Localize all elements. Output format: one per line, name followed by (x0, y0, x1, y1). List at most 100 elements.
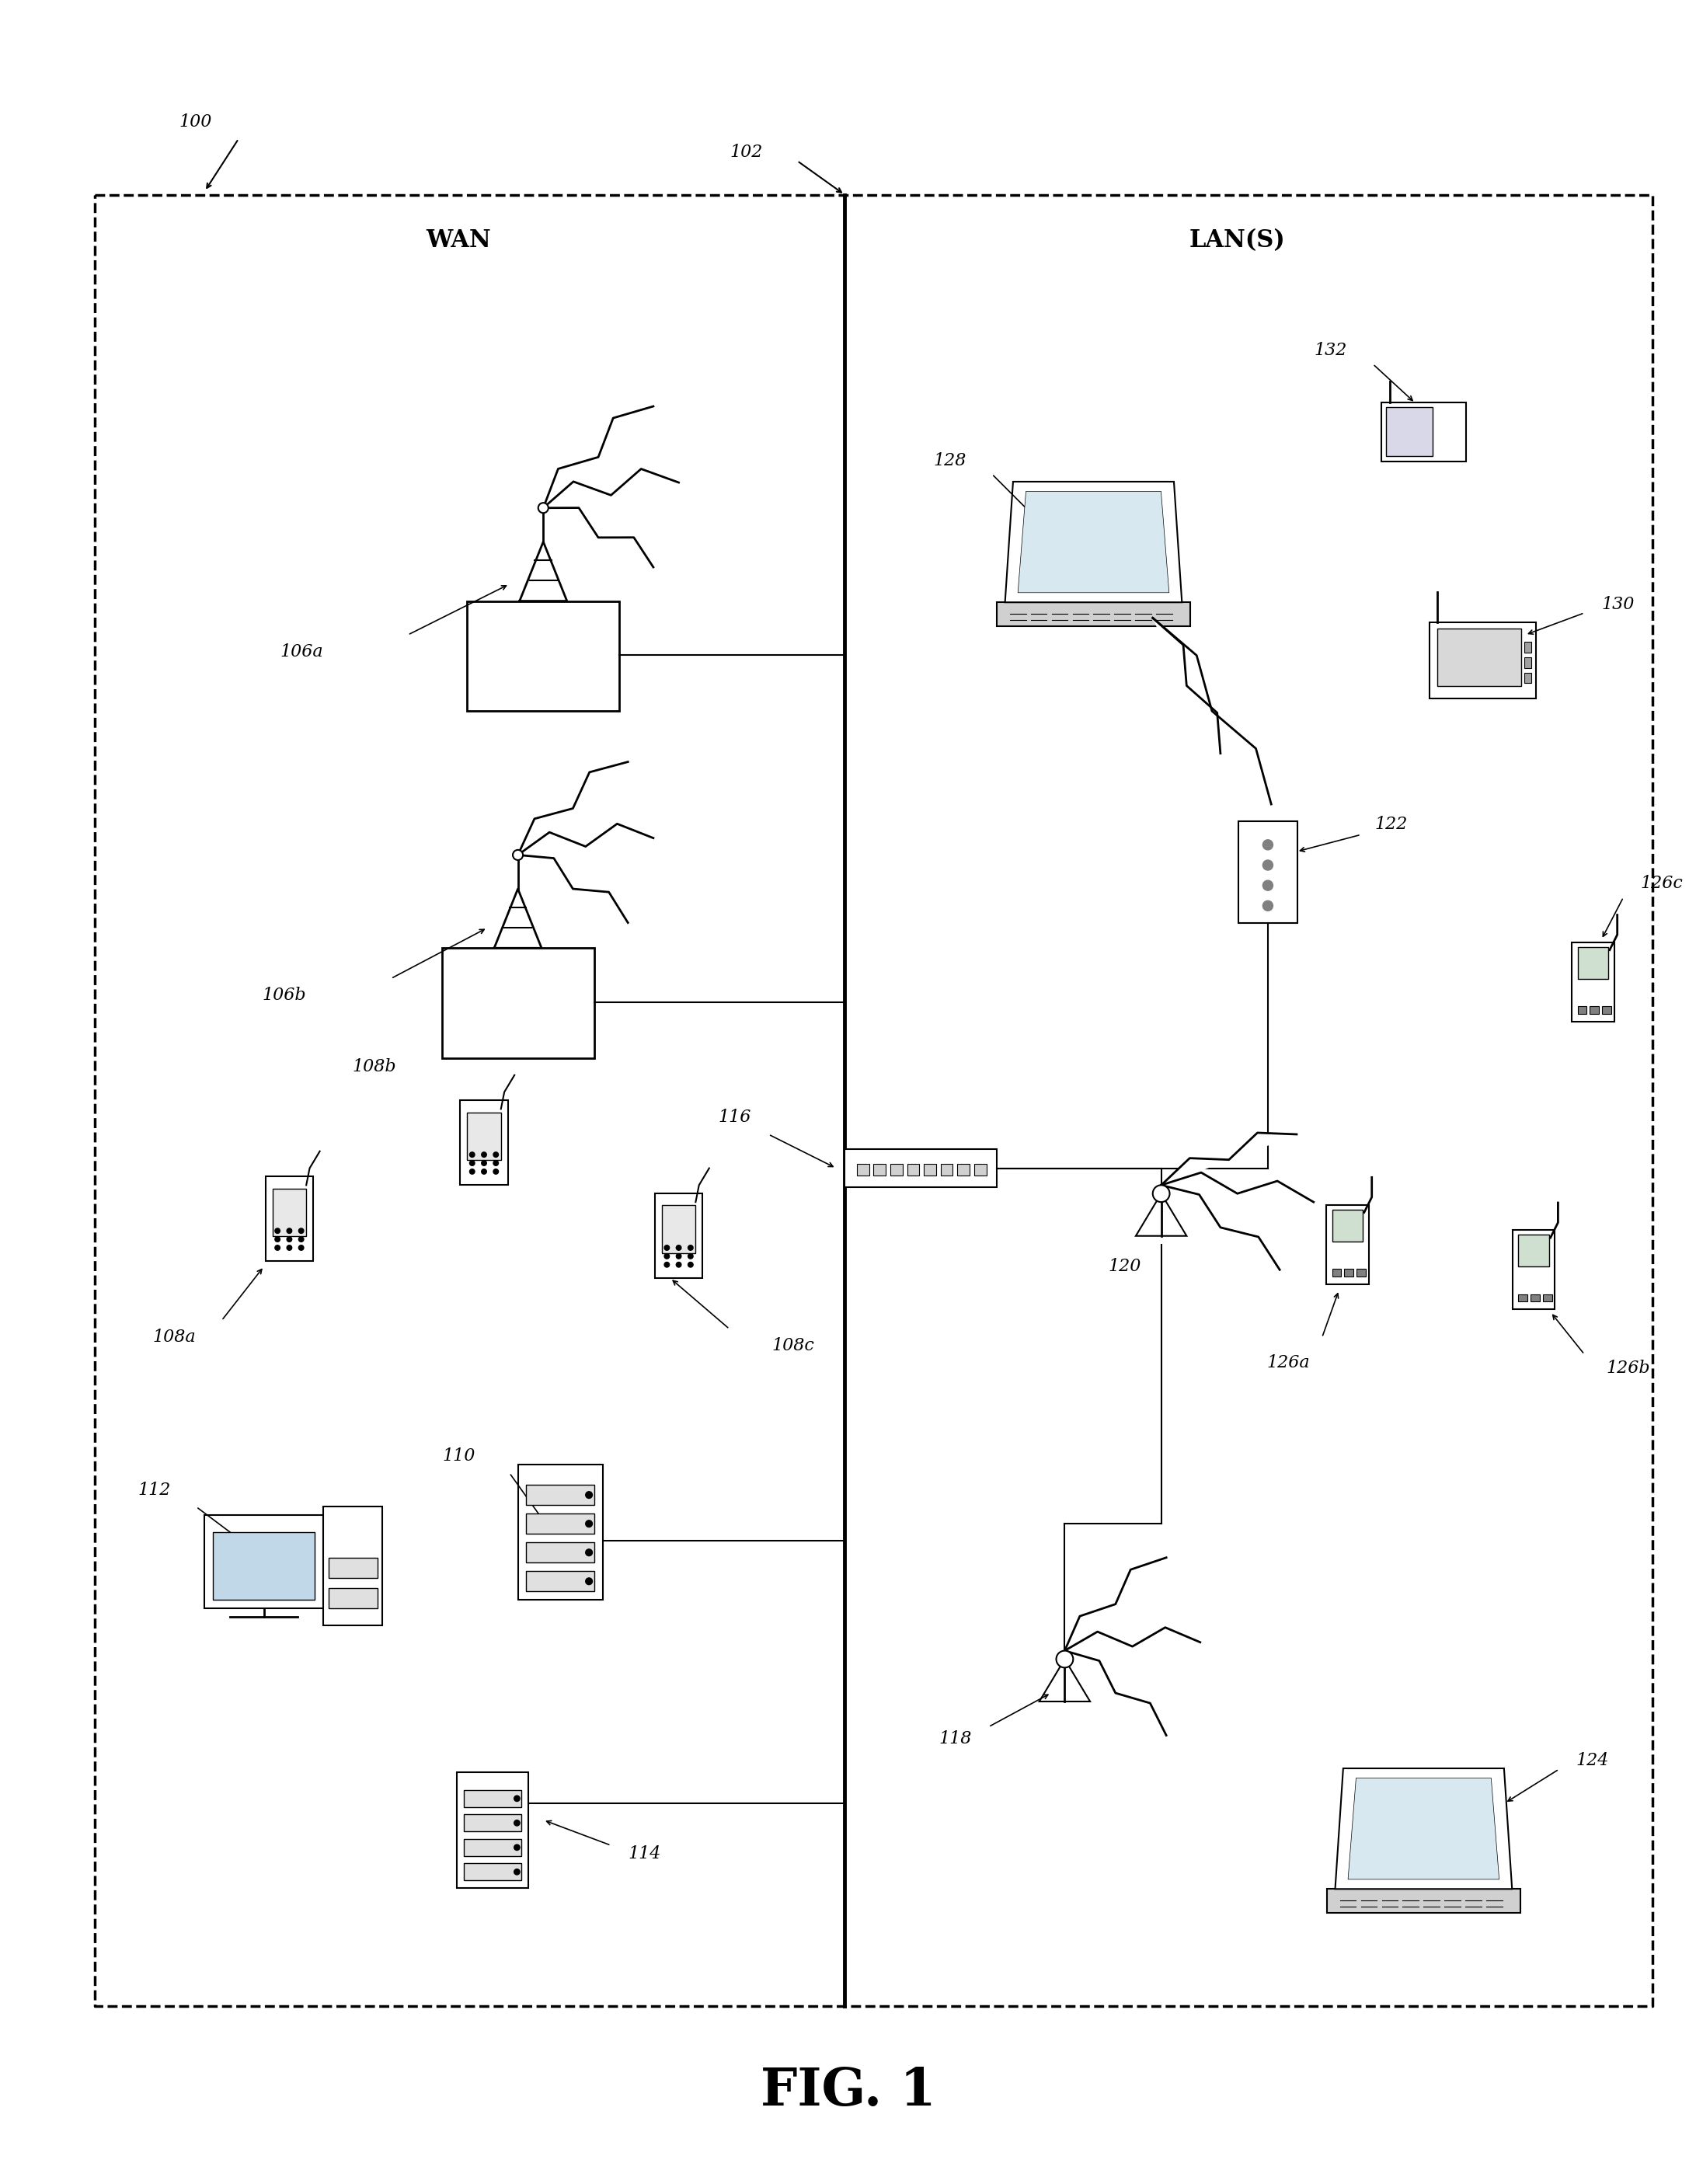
Text: 120: 120 (1107, 1258, 1141, 1275)
Circle shape (585, 1520, 592, 1527)
Text: 116: 116 (719, 1109, 751, 1127)
Circle shape (677, 1245, 682, 1249)
Bar (463, 1863, 521, 1880)
Circle shape (470, 1153, 475, 1158)
Bar (890, 1164, 902, 1175)
Bar (1577, 1007, 1587, 1013)
Polygon shape (1162, 1133, 1297, 1186)
Bar (1430, 622, 1537, 699)
Bar (1525, 642, 1531, 653)
Polygon shape (1040, 1660, 1091, 1701)
Text: 132: 132 (1314, 343, 1347, 358)
Bar (324, 1507, 382, 1625)
Circle shape (287, 1236, 292, 1243)
Circle shape (470, 1160, 475, 1166)
Bar (924, 1164, 936, 1175)
Bar (856, 1164, 868, 1175)
Polygon shape (1136, 1195, 1187, 1236)
Bar (463, 1791, 521, 1806)
Bar (1331, 1269, 1342, 1275)
Polygon shape (543, 470, 678, 509)
Circle shape (1264, 860, 1274, 869)
Bar (517, 1465, 602, 1601)
Bar (1530, 1295, 1540, 1302)
Circle shape (1264, 839, 1274, 850)
Circle shape (287, 1227, 292, 1234)
Text: 106a: 106a (280, 644, 324, 660)
Bar (873, 1164, 885, 1175)
Circle shape (585, 1492, 592, 1498)
Polygon shape (1153, 618, 1221, 753)
Polygon shape (1065, 1651, 1167, 1736)
Bar (1326, 1889, 1520, 1913)
Circle shape (512, 850, 522, 860)
Bar (1238, 821, 1297, 922)
Bar (273, 1188, 307, 1236)
Circle shape (585, 1577, 592, 1586)
Text: 118: 118 (938, 1730, 972, 1747)
Bar (1345, 1269, 1353, 1275)
Text: 100: 100 (180, 114, 212, 131)
Bar (1518, 1234, 1548, 1267)
Circle shape (298, 1227, 304, 1234)
Text: 126a: 126a (1267, 1354, 1309, 1372)
Text: 102: 102 (729, 144, 763, 162)
Circle shape (287, 1245, 292, 1249)
Circle shape (1264, 880, 1274, 891)
Bar (1357, 1269, 1365, 1275)
Polygon shape (1162, 1173, 1314, 1201)
Bar (1543, 1295, 1552, 1302)
Bar (1331, 1210, 1362, 1241)
Circle shape (494, 1160, 499, 1166)
Bar (526, 1485, 594, 1505)
Polygon shape (1018, 491, 1169, 592)
Polygon shape (1006, 483, 1182, 603)
Circle shape (665, 1245, 670, 1249)
Bar (1386, 406, 1433, 456)
Text: 130: 130 (1601, 596, 1635, 614)
Polygon shape (543, 406, 653, 509)
Bar (997, 603, 1191, 627)
Bar (466, 1112, 500, 1160)
Bar (266, 1177, 314, 1262)
Circle shape (470, 1168, 475, 1175)
Polygon shape (517, 762, 628, 854)
Bar (526, 1514, 594, 1533)
Text: 106b: 106b (263, 987, 307, 1005)
Bar (441, 948, 594, 1057)
Bar (1437, 629, 1521, 686)
Text: 112: 112 (137, 1481, 171, 1498)
Bar (1525, 673, 1531, 684)
Circle shape (538, 502, 548, 513)
Text: WAN: WAN (426, 229, 492, 253)
Bar (460, 1101, 507, 1186)
Circle shape (1264, 900, 1274, 911)
Bar (957, 1164, 970, 1175)
Text: 110: 110 (443, 1448, 475, 1465)
Bar (463, 1839, 521, 1856)
Circle shape (275, 1245, 280, 1249)
Polygon shape (1348, 1778, 1499, 1880)
Text: 128: 128 (933, 452, 967, 470)
Bar (205, 1516, 324, 1607)
Bar (845, 1149, 997, 1188)
Circle shape (494, 1153, 499, 1158)
Circle shape (689, 1245, 694, 1249)
Circle shape (1153, 1186, 1170, 1201)
Bar (456, 1773, 529, 1887)
Circle shape (514, 1819, 519, 1826)
Text: 126c: 126c (1640, 876, 1682, 893)
Text: 124: 124 (1576, 1752, 1610, 1769)
Circle shape (677, 1254, 682, 1258)
Circle shape (677, 1262, 682, 1267)
Bar (1326, 1206, 1369, 1284)
Bar (463, 1815, 521, 1832)
Bar (1513, 1230, 1555, 1310)
Bar (974, 1164, 987, 1175)
Polygon shape (1065, 1627, 1201, 1651)
Bar (1572, 941, 1615, 1022)
Text: LAN(S): LAN(S) (1189, 229, 1286, 253)
Polygon shape (1153, 618, 1272, 804)
Bar (661, 1206, 695, 1254)
Text: FIG. 1: FIG. 1 (760, 2066, 936, 2116)
